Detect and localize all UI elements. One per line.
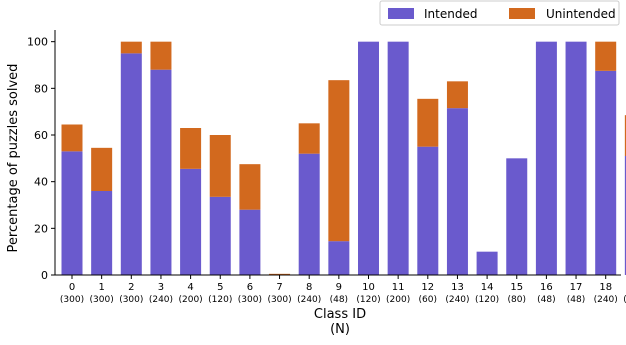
x-tick-label-6: 6 (247, 282, 253, 293)
x-count-label-5: (120) (208, 295, 232, 305)
bar-intended-class-3 (150, 70, 171, 275)
bar-unintended-class-9 (328, 80, 349, 241)
x-axis-sublabel: (N) (330, 322, 350, 337)
x-count-label-16: (48) (537, 295, 555, 305)
x-count-label-7: (300) (267, 295, 291, 305)
y-tick-label-60: 60 (34, 129, 48, 142)
bar-intended-class-4 (180, 169, 201, 275)
bar-unintended-class-2 (121, 42, 142, 54)
x-tick-label-9: 9 (336, 282, 342, 293)
x-tick-label-17: 17 (570, 282, 583, 293)
x-count-label-14: (120) (475, 295, 499, 305)
bars-group (62, 42, 626, 275)
bar-unintended-class-5 (210, 135, 231, 197)
x-tick-label-8: 8 (306, 282, 312, 293)
x-count-label-12: (60) (419, 295, 437, 305)
x-count-label-3: (240) (149, 295, 173, 305)
x-tick-label-1: 1 (98, 282, 104, 293)
bar-unintended-class-3 (150, 42, 171, 70)
y-tick-label-0: 0 (41, 269, 48, 282)
bar-intended-class-17 (566, 42, 587, 275)
x-count-label-13: (240) (445, 295, 469, 305)
x-tick-label-15: 15 (510, 282, 523, 293)
x-tick-label-11: 11 (392, 282, 405, 293)
bar-intended-class-5 (210, 197, 231, 275)
x-count-label-4: (200) (178, 295, 202, 305)
x-count-label-10: (120) (356, 295, 380, 305)
x-tick-label-2: 2 (128, 282, 134, 293)
x-tick-label-18: 18 (599, 282, 612, 293)
y-axis-label: Percentage of puzzles solved (6, 64, 21, 253)
y-tick-label-100: 100 (27, 36, 48, 49)
legend-label-intended: Intended (424, 7, 477, 21)
x-count-label-1: (300) (90, 295, 114, 305)
x-tick-label-16: 16 (540, 282, 553, 293)
bar-intended-class-16 (536, 42, 557, 275)
bar-intended-class-9 (328, 241, 349, 275)
bar-intended-class-6 (239, 210, 260, 275)
x-tick-label-14: 14 (481, 282, 494, 293)
x-tick-label-10: 10 (362, 282, 375, 293)
bar-intended-class-11 (388, 42, 409, 275)
bar-intended-class-1 (91, 191, 112, 275)
bar-intended-class-14 (477, 252, 498, 275)
x-count-label-9: (48) (330, 295, 348, 305)
bar-intended-class-0 (62, 151, 83, 275)
x-count-label-17: (48) (567, 295, 585, 305)
x-count-label-2: (300) (119, 295, 143, 305)
bar-intended-class-13 (447, 108, 468, 275)
x-tick-label-0: 0 (69, 282, 75, 293)
x-count-label-18: (240) (594, 295, 618, 305)
x-count-label-15: (80) (508, 295, 526, 305)
bar-intended-class-2 (121, 53, 142, 275)
x-count-label-6: (300) (238, 295, 262, 305)
bar-unintended-class-12 (417, 99, 438, 147)
bar-unintended-class-4 (180, 128, 201, 169)
x-tick-label-3: 3 (158, 282, 164, 293)
bar-intended-class-8 (299, 154, 320, 275)
legend-label-unintended: Unintended (546, 7, 616, 21)
x-axis-label: Class ID (314, 307, 366, 322)
bar-intended-class-12 (417, 147, 438, 275)
legend: Intended Unintended (380, 1, 619, 25)
x-tick-label-4: 4 (187, 282, 193, 293)
x-count-label-8: (240) (297, 295, 321, 305)
legend-swatch-unintended (509, 8, 535, 19)
x-tick-label-5: 5 (217, 282, 223, 293)
bar-unintended-class-0 (62, 125, 83, 152)
x-tick-label-13: 13 (451, 282, 464, 293)
bar-unintended-class-8 (299, 123, 320, 153)
bar-intended-class-10 (358, 42, 379, 275)
bar-intended-class-18 (595, 71, 616, 275)
x-tick-label-12: 12 (421, 282, 434, 293)
bar-intended-class-15 (506, 158, 527, 275)
y-tick-label-20: 20 (34, 222, 48, 235)
x-count-label-0: (300) (60, 295, 84, 305)
bar-unintended-class-1 (91, 148, 112, 191)
x-tick-label-7: 7 (276, 282, 282, 293)
y-tick-label-40: 40 (34, 176, 48, 189)
legend-swatch-intended (388, 8, 414, 19)
x-count-label-11: (200) (386, 295, 410, 305)
bar-unintended-class-18 (595, 42, 616, 71)
bar-unintended-class-6 (239, 164, 260, 210)
bar-unintended-class-13 (447, 81, 468, 108)
y-tick-label-80: 80 (34, 82, 48, 95)
